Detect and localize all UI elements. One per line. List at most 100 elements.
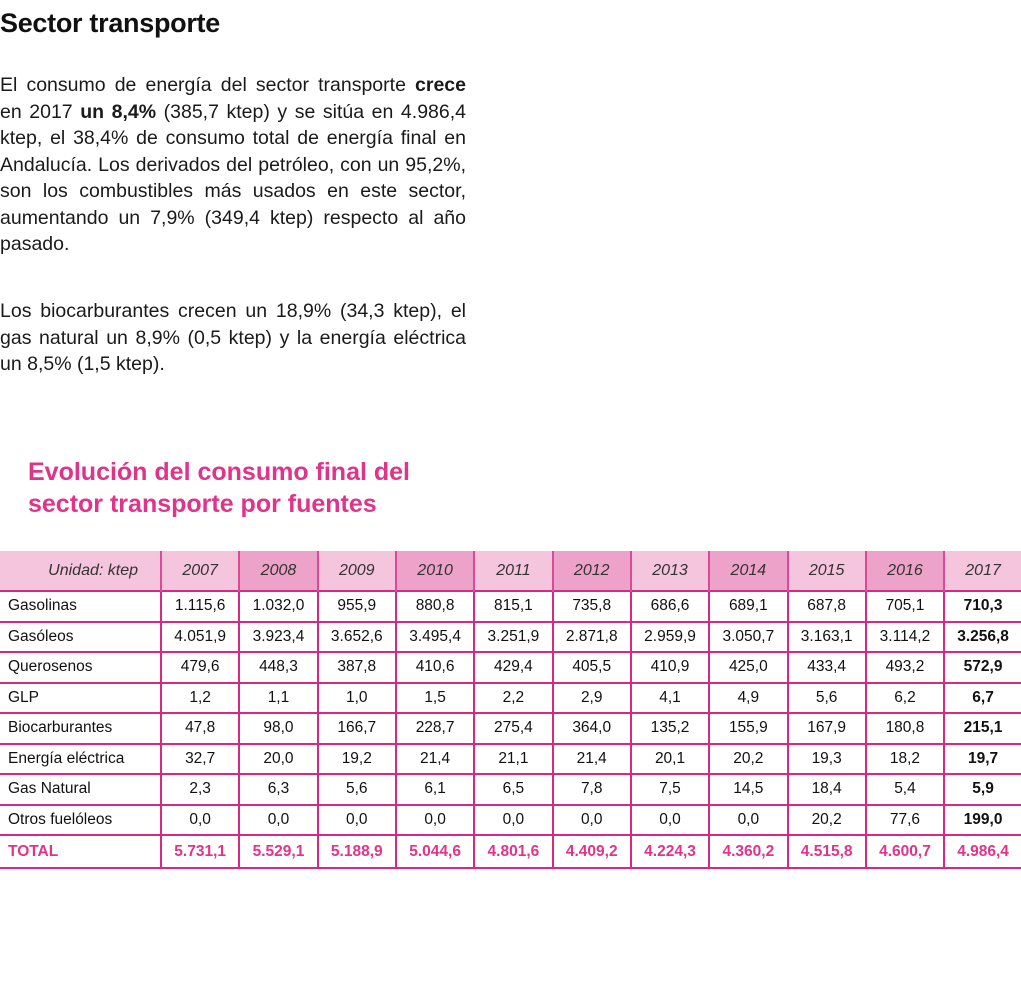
value-cell: 98,0 — [238, 713, 318, 745]
table-row: Gasolinas 1.115,6 1.032,0 955,9 880,8 815,1 73… — [0, 590, 1021, 623]
value-cell: 3.923,4 — [238, 621, 318, 653]
value-cell: 433,4 — [786, 652, 866, 684]
value-cell: 1,0 — [316, 682, 396, 714]
total-cell: 4.360,2 — [708, 834, 788, 869]
value-cell: 20,2 — [786, 804, 866, 836]
value-cell: 880,8 — [394, 590, 475, 623]
text-fragment: en 2017 — [0, 100, 81, 123]
total-cell: 5.529,1 — [238, 834, 318, 869]
value-cell: 6,2 — [864, 682, 945, 714]
total-cell: 4.409,2 — [551, 834, 631, 869]
value-cell: 448,3 — [238, 652, 318, 684]
bold-fragment: crece — [415, 74, 466, 96]
source-label: Energía eléctrica — [0, 743, 161, 775]
value-cell: 687,8 — [786, 590, 866, 623]
value-cell: 3.114,2 — [864, 621, 945, 653]
total-cell: 4.224,3 — [629, 834, 710, 869]
value-cell: 18,4 — [786, 774, 866, 806]
value-cell: 18,2 — [864, 743, 945, 775]
value-cell: 135,2 — [629, 713, 710, 745]
table-row: GLP 1,2 1,1 1,0 1,5 2,2 2,9 4,1 4,9 5,6 6,2 6,7 — [0, 682, 1021, 714]
total-cell: 4.986,4 — [943, 834, 1021, 869]
value-cell: 7,5 — [629, 774, 710, 806]
value-cell: 32,7 — [159, 743, 240, 775]
year-header: 2008 — [238, 551, 318, 591]
table-row: Gasóleos 4.051,9 3.923,4 3.652,6 3.495,4 3.25… — [0, 621, 1021, 653]
intro-paragraph: El consumo de energía del sector transpo… — [0, 72, 466, 258]
year-header: 2011 — [473, 551, 553, 591]
total-cell: 5.731,1 — [159, 834, 240, 869]
value-cell: 425,0 — [708, 652, 788, 684]
value-cell: 4.051,9 — [159, 621, 240, 653]
table-row: Energía eléctrica 32,7 20,0 19,2 21,4 21,1 21,… — [0, 743, 1021, 775]
bold-fragment: un 8,4% — [80, 100, 157, 123]
total-cell: 4.515,8 — [786, 834, 866, 869]
value-cell: 21,4 — [394, 743, 475, 775]
value-cell: 20,1 — [629, 743, 710, 775]
total-cell: 5.188,9 — [316, 834, 396, 869]
value-cell: 705,1 — [864, 590, 945, 623]
year-header: 2014 — [708, 551, 788, 591]
source-label: Gasóleos — [0, 621, 161, 653]
value-cell: 19,3 — [786, 743, 866, 775]
value-cell: 4,1 — [629, 682, 710, 714]
value-cell: 19,2 — [316, 743, 396, 775]
value-cell: 479,6 — [159, 652, 240, 684]
value-cell: 14,5 — [708, 774, 788, 806]
table-title: Evolución del consumo final del sector t… — [28, 458, 410, 518]
value-cell: 167,9 — [786, 713, 866, 745]
text-fragment: El consumo de energía del sector transpo… — [0, 74, 416, 96]
total-label: TOTAL — [0, 834, 161, 869]
value-cell: 2.871,8 — [551, 621, 631, 653]
value-cell: 364,0 — [551, 713, 631, 745]
value-cell: 6,5 — [473, 774, 553, 806]
second-paragraph: Los biocarburantes crecen un 18,9% (34,3… — [0, 300, 466, 375]
value-cell: 493,2 — [864, 652, 945, 684]
text-fragment: (385,7 ktep) y se sitúa en 4.986,4 ktep,… — [0, 100, 466, 256]
value-cell: 1.032,0 — [238, 590, 318, 623]
value-cell: 735,8 — [551, 590, 631, 623]
value-cell: 5,9 — [943, 774, 1021, 806]
source-label: Otros fuelóleos — [0, 804, 161, 836]
year-header: 2017 — [943, 551, 1021, 591]
value-cell: 3.251,9 — [473, 621, 553, 653]
value-cell: 228,7 — [394, 713, 475, 745]
total-cell: 5.044,6 — [394, 834, 475, 869]
year-header: 2013 — [629, 551, 710, 591]
value-cell: 20,2 — [708, 743, 788, 775]
total-cell: 4.600,7 — [864, 834, 945, 869]
value-cell: 275,4 — [473, 713, 553, 745]
value-cell: 6,7 — [943, 682, 1021, 714]
value-cell: 1,2 — [159, 682, 240, 714]
value-cell: 0,0 — [238, 804, 318, 836]
value-cell: 410,9 — [629, 652, 710, 684]
total-cell: 4.801,6 — [473, 834, 553, 869]
year-header: 2007 — [159, 551, 240, 591]
value-cell: 20,0 — [238, 743, 318, 775]
value-cell: 2,3 — [159, 774, 240, 806]
source-label: GLP — [0, 682, 161, 714]
value-cell: 405,5 — [551, 652, 631, 684]
value-cell: 410,6 — [394, 652, 475, 684]
value-cell: 180,8 — [864, 713, 945, 745]
consumption-table: Unidad: ktep 2007 2008 2009 2010 2011 20… — [0, 551, 1021, 869]
value-cell: 1,5 — [394, 682, 475, 714]
value-cell: 0,0 — [394, 804, 475, 836]
source-label: Querosenos — [0, 652, 161, 684]
year-header: 2010 — [394, 551, 475, 591]
value-cell: 686,6 — [629, 590, 710, 623]
value-cell: 0,0 — [551, 804, 631, 836]
value-cell: 5,4 — [864, 774, 945, 806]
total-row: TOTAL 5.731,1 5.529,1 5.188,9 5.044,6 4.801,6… — [0, 834, 1021, 869]
source-label: Gasolinas — [0, 590, 161, 623]
table-row: Querosenos 479,6 448,3 387,8 410,6 429,4 405,5… — [0, 652, 1021, 684]
value-cell: 0,0 — [629, 804, 710, 836]
table-row: Otros fuelóleos 0,0 0,0 0,0 0,0 0,0 0,0 0,0 0,0 2… — [0, 804, 1021, 836]
value-cell: 21,4 — [551, 743, 631, 775]
value-cell: 572,9 — [943, 652, 1021, 684]
header-row: Unidad: ktep 2007 2008 2009 2010 2011 20… — [0, 551, 1021, 591]
value-cell: 3.050,7 — [708, 621, 788, 653]
value-cell: 2,9 — [551, 682, 631, 714]
unit-header: Unidad: ktep — [0, 551, 161, 591]
value-cell: 47,8 — [159, 713, 240, 745]
